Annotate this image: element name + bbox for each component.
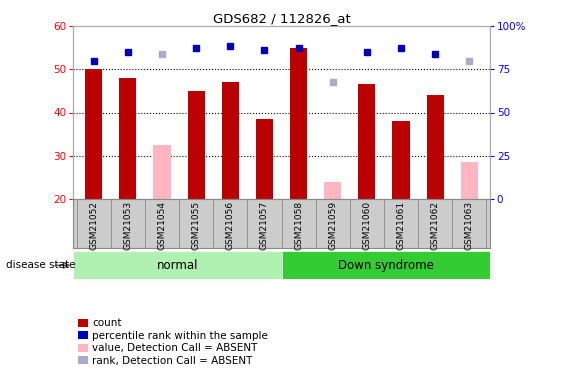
Text: GSM21055: GSM21055 [191, 201, 200, 250]
Text: GSM21061: GSM21061 [396, 201, 405, 250]
Bar [282, 251, 490, 279]
Bar [119, 78, 136, 199]
Bar [392, 121, 409, 199]
Title: GDS682 / 112826_at: GDS682 / 112826_at [213, 12, 350, 25]
Text: normal: normal [157, 259, 198, 272]
Legend: count, percentile rank within the sample, value, Detection Call = ABSENT, rank, : count, percentile rank within the sample… [78, 318, 268, 366]
Bar [290, 48, 307, 199]
Text: GSM21056: GSM21056 [226, 201, 235, 250]
Bar [324, 182, 341, 199]
Bar [187, 91, 205, 199]
Text: GSM21063: GSM21063 [465, 201, 474, 250]
Text: GSM21054: GSM21054 [158, 201, 167, 250]
Bar [154, 145, 171, 199]
Bar [85, 69, 102, 199]
Text: GSM21059: GSM21059 [328, 201, 337, 250]
Text: GSM21062: GSM21062 [431, 201, 440, 250]
Bar [358, 84, 376, 199]
Text: GSM21052: GSM21052 [89, 201, 98, 250]
Text: GSM21057: GSM21057 [260, 201, 269, 250]
Bar [222, 82, 239, 199]
Text: disease state: disease state [6, 260, 75, 270]
Bar [256, 119, 273, 199]
Text: Down syndrome: Down syndrome [338, 259, 434, 272]
Text: GSM21053: GSM21053 [123, 201, 132, 250]
Bar [427, 95, 444, 199]
Bar [73, 251, 282, 279]
Bar [461, 162, 478, 199]
Text: GSM21060: GSM21060 [363, 201, 372, 250]
Text: GSM21058: GSM21058 [294, 201, 303, 250]
